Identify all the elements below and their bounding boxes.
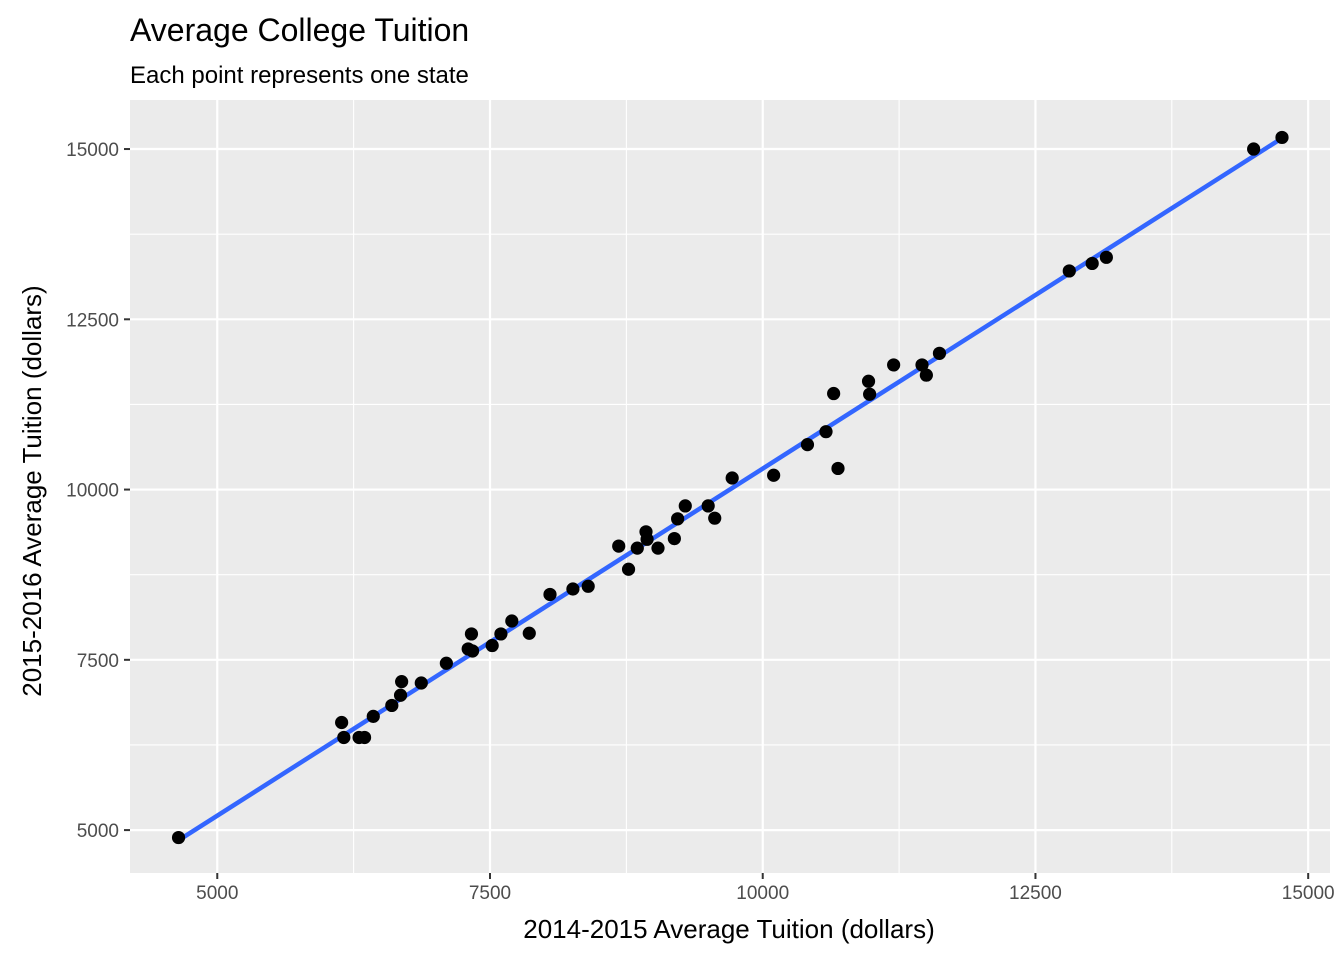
- x-axis-title: 2014-2015 Average Tuition (dollars): [523, 914, 934, 944]
- x-tick-label: 5000: [196, 883, 238, 904]
- data-points: [171, 130, 1289, 845]
- data-point: [581, 579, 595, 593]
- data-point: [767, 468, 781, 482]
- data-point: [863, 387, 877, 401]
- data-point: [1099, 250, 1113, 264]
- data-point: [357, 730, 372, 745]
- data-point: [505, 614, 519, 628]
- data-point: [494, 627, 508, 641]
- data-point: [708, 511, 722, 525]
- major-gridlines: [130, 100, 1330, 873]
- data-point: [819, 425, 833, 439]
- data-point: [464, 627, 479, 641]
- data-point: [393, 688, 408, 702]
- data-point: [543, 587, 557, 602]
- data-point: [667, 532, 681, 546]
- chart-title: Average College Tuition: [130, 12, 469, 48]
- data-point: [678, 499, 692, 513]
- data-point: [800, 438, 815, 452]
- data-point: [171, 830, 186, 845]
- data-point: [932, 346, 947, 360]
- data-point: [640, 532, 654, 546]
- data-point: [439, 656, 453, 670]
- data-point: [335, 715, 349, 730]
- regression-line: [177, 136, 1284, 843]
- x-tick-label: 12500: [1009, 883, 1062, 904]
- y-axis: 5000 7500 10000 12500 15000: [66, 140, 130, 842]
- y-tick-label: 15000: [66, 140, 119, 161]
- data-point: [1085, 256, 1099, 271]
- data-point: [621, 562, 636, 576]
- data-point: [414, 676, 428, 690]
- chart-subtitle: Each point represents one state: [130, 62, 469, 89]
- data-point: [1247, 142, 1261, 156]
- x-tick-label: 15000: [1282, 883, 1335, 904]
- data-point: [612, 539, 626, 553]
- y-axis-title: 2015-2016 Average Tuition (dollars): [17, 285, 47, 696]
- data-point: [861, 374, 876, 388]
- data-point: [385, 698, 399, 713]
- x-tick-label: 7500: [469, 883, 511, 904]
- data-point: [566, 582, 580, 596]
- data-point: [915, 358, 929, 372]
- data-point: [337, 730, 351, 745]
- data-point: [485, 638, 499, 653]
- y-tick-label: 12500: [66, 310, 119, 331]
- data-point: [651, 541, 665, 555]
- y-tick-label: 10000: [66, 481, 119, 502]
- data-point: [522, 626, 536, 640]
- data-point: [465, 644, 480, 658]
- data-point: [831, 461, 845, 476]
- data-point: [1275, 130, 1289, 145]
- data-point: [395, 675, 409, 689]
- data-point: [827, 386, 841, 401]
- data-point: [919, 368, 933, 382]
- data-point: [1062, 264, 1076, 278]
- data-point: [701, 499, 715, 513]
- fit-line-layer: [177, 136, 1284, 843]
- data-point: [887, 358, 901, 372]
- minor-gridlines: [130, 100, 1330, 873]
- data-point: [630, 541, 644, 555]
- data-point: [725, 471, 739, 485]
- x-axis: 5000 7500 10000 12500 15000: [196, 873, 1335, 904]
- x-tick-label: 10000: [736, 883, 789, 904]
- y-tick-label: 5000: [77, 821, 119, 842]
- y-tick-label: 7500: [77, 651, 119, 672]
- data-point: [366, 709, 380, 723]
- data-point: [671, 512, 685, 526]
